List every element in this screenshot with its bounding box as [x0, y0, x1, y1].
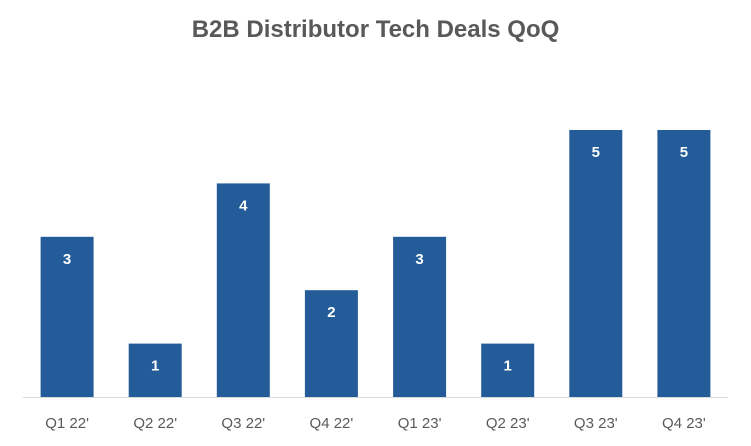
bar-6 — [481, 343, 535, 397]
data-label-4: 2 — [327, 304, 335, 321]
bar-5 — [393, 236, 447, 397]
data-label-7: 5 — [592, 144, 600, 161]
bar-1 — [40, 236, 94, 397]
x-tick-label-6: Q2 23' — [486, 415, 530, 432]
x-tick-label-1: Q1 22' — [45, 415, 89, 432]
data-label-6: 1 — [504, 358, 512, 375]
x-tick-label-5: Q1 23' — [398, 415, 442, 432]
x-tick-label-3: Q3 22' — [221, 415, 265, 432]
data-label-2: 1 — [151, 358, 159, 375]
bar-8 — [657, 130, 711, 397]
bar-4 — [304, 290, 358, 397]
bar-2 — [128, 343, 182, 397]
bar-7 — [569, 130, 623, 397]
data-label-8: 5 — [680, 144, 688, 161]
chart-title: B2B Distributor Tech Deals QoQ — [191, 16, 560, 43]
bar-3 — [216, 183, 270, 397]
bars-layer: 3 1 4 2 3 1 5 5 — [40, 130, 711, 397]
x-tick-label-4: Q4 22' — [310, 415, 354, 432]
x-tick-label-2: Q2 22' — [133, 415, 177, 432]
data-label-5: 3 — [415, 251, 423, 268]
data-label-3: 4 — [239, 197, 248, 214]
x-tick-label-7: Q3 23' — [574, 415, 618, 432]
x-tick-label-8: Q4 23' — [662, 415, 706, 432]
data-label-1: 3 — [63, 251, 71, 268]
x-tick-labels: Q1 22' Q2 22' Q3 22' Q4 22' Q1 23' Q2 23' Q3 2… — [45, 415, 706, 432]
